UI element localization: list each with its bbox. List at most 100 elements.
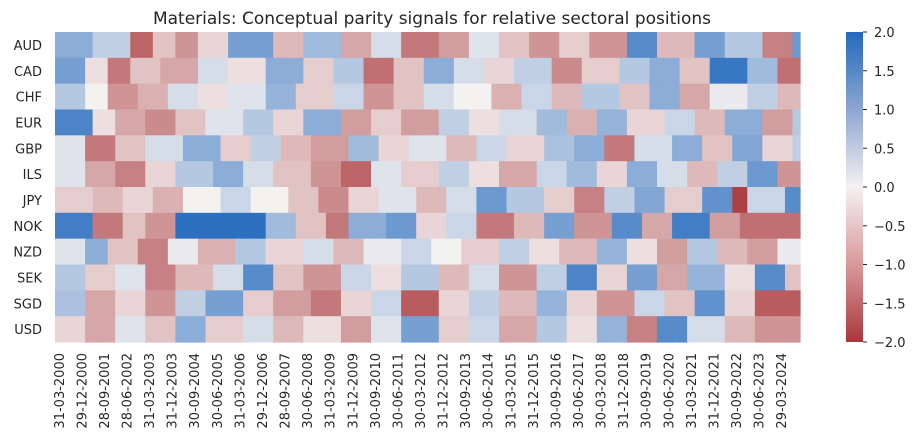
heatmap-cells: [55, 32, 801, 343]
heatmap-cell: [792, 161, 801, 188]
heatmap-cell: [122, 32, 131, 59]
heatmap-cell: [393, 161, 402, 188]
heatmap-cell: [739, 83, 748, 111]
heatmap-cell: [220, 290, 229, 317]
y-tick-label: GBP: [15, 142, 42, 157]
heatmap-cell: [280, 32, 289, 59]
heatmap-cell: [340, 238, 350, 266]
heatmap-cell: [175, 57, 184, 85]
heatmap-cell: [611, 135, 620, 162]
heatmap-cell: [514, 135, 523, 162]
heatmap-cell: [122, 83, 131, 111]
heatmap-cell: [777, 109, 786, 136]
heatmap-cell: [657, 264, 666, 291]
heatmap-cell: [197, 83, 207, 111]
heatmap-cell: [514, 264, 523, 291]
heatmap-cell: [596, 57, 605, 85]
heatmap-cell: [401, 57, 410, 85]
heatmap-cell: [769, 212, 779, 240]
heatmap-cell: [175, 290, 184, 317]
heatmap-cell: [393, 109, 402, 136]
heatmap-cell: [581, 32, 590, 59]
heatmap-cell: [356, 57, 365, 85]
heatmap-cell: [363, 316, 372, 343]
heatmap-cell: [205, 109, 214, 136]
heatmap-cell: [303, 135, 312, 162]
heatmap-cell: [107, 83, 116, 111]
heatmap-cell: [303, 238, 312, 266]
heatmap-cell: [265, 161, 274, 188]
heatmap-cell: [363, 83, 372, 111]
x-tick-label: 30-06-2008: [301, 353, 316, 429]
x-tick-label: 30-09-2004: [188, 353, 203, 429]
x-tick-label: 28-09-2001: [98, 353, 113, 429]
heatmap-cell: [769, 135, 779, 162]
heatmap-cell: [250, 109, 259, 136]
heatmap-cell: [175, 264, 184, 291]
heatmap-cell: [717, 212, 726, 240]
heatmap-cell: [55, 32, 64, 59]
heatmap-cell: [792, 83, 801, 111]
heatmap-cell: [702, 187, 711, 214]
heatmap-cell: [205, 161, 214, 188]
heatmap-cell: [122, 57, 131, 85]
heatmap-cell: [641, 316, 651, 343]
heatmap-cell: [679, 316, 688, 343]
heatmap-cell: [581, 212, 590, 240]
heatmap-cell: [340, 264, 350, 291]
heatmap-cell: [709, 212, 718, 240]
heatmap-cell: [152, 109, 161, 136]
heatmap-cell: [754, 316, 763, 343]
heatmap-cell: [130, 290, 139, 317]
heatmap-cell: [100, 109, 109, 136]
heatmap-cell: [213, 32, 222, 59]
heatmap-cell: [70, 109, 79, 136]
heatmap-cell: [378, 264, 387, 291]
heatmap-cell: [175, 212, 184, 240]
heatmap-cell: [145, 32, 154, 59]
heatmap-cell: [378, 109, 387, 136]
heatmap-cell: [303, 187, 312, 214]
heatmap-cell: [130, 57, 139, 85]
heatmap-cell: [333, 264, 342, 291]
heatmap-cell: [130, 161, 139, 188]
heatmap-cell: [611, 316, 620, 343]
heatmap-cell: [408, 212, 417, 240]
heatmap-cell: [536, 83, 545, 111]
heatmap-cell: [363, 32, 372, 59]
heatmap-cell: [213, 264, 222, 291]
heatmap-cell: [732, 264, 741, 291]
heatmap-cell: [107, 264, 116, 291]
heatmap-cell: [641, 32, 651, 59]
heatmap-cell: [747, 135, 756, 162]
heatmap-cell: [273, 264, 282, 291]
heatmap-cell: [363, 212, 372, 240]
heatmap-cell: [55, 212, 64, 240]
heatmap-cell: [574, 83, 583, 111]
heatmap-cell: [295, 238, 304, 266]
heatmap-cell: [265, 57, 274, 85]
heatmap-cell: [476, 238, 485, 266]
heatmap-cell: [498, 316, 508, 343]
heatmap-cell: [378, 32, 387, 59]
heatmap-cell: [551, 264, 560, 291]
heatmap-cell: [777, 135, 786, 162]
heatmap-cell: [122, 187, 131, 214]
heatmap-cell: [137, 238, 146, 266]
heatmap-cell: [423, 32, 432, 59]
heatmap-cell: [190, 57, 199, 85]
heatmap-cell: [408, 187, 417, 214]
heatmap-cell: [77, 187, 86, 214]
heatmap-cell: [243, 264, 252, 291]
heatmap-cell: [408, 290, 417, 317]
heatmap-cell: [393, 290, 402, 317]
heatmap-cell: [423, 264, 432, 291]
heatmap-cell: [491, 187, 500, 214]
heatmap-cell: [107, 135, 116, 162]
heatmap-cell: [228, 212, 237, 240]
heatmap-cell: [431, 187, 440, 214]
heatmap-cell: [739, 57, 748, 85]
heatmap-cell: [416, 32, 425, 59]
heatmap-cell: [709, 290, 718, 317]
heatmap-cell: [784, 238, 794, 266]
